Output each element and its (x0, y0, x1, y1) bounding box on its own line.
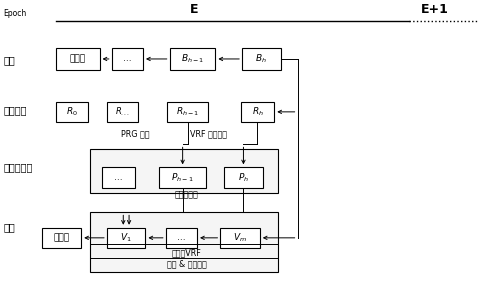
Text: ...: ... (114, 173, 123, 182)
Bar (166, 228, 197, 248)
Text: $R_{h-1}$: $R_{h-1}$ (176, 106, 199, 118)
Text: $B_h$: $B_h$ (256, 53, 267, 65)
Text: $P_h$: $P_h$ (238, 172, 249, 184)
Text: 全网重节点: 全网重节点 (3, 162, 32, 172)
Text: 块链: 块链 (3, 55, 15, 65)
Text: $R_h$: $R_h$ (252, 106, 263, 118)
Text: 组链: 组链 (3, 222, 15, 232)
Text: E: E (190, 3, 198, 16)
Text: $B_{h-1}$: $B_{h-1}$ (181, 53, 204, 65)
Bar (112, 48, 143, 70)
Bar (42, 228, 81, 248)
Text: VRF 随机分组: VRF 随机分组 (190, 130, 227, 139)
Text: 定向组广播: 定向组广播 (175, 191, 198, 200)
Bar (169, 48, 215, 70)
Bar (242, 48, 281, 70)
Bar (56, 48, 100, 70)
Text: $R_{...}$: $R_{...}$ (115, 106, 130, 118)
Text: E+1: E+1 (421, 3, 449, 16)
Text: $R_0$: $R_0$ (66, 106, 78, 118)
Bar (224, 167, 263, 188)
Bar (56, 102, 88, 122)
Bar (167, 102, 208, 122)
Bar (107, 228, 146, 248)
Bar (220, 228, 260, 248)
Bar (159, 167, 206, 188)
Text: 创世组: 创世组 (53, 233, 70, 242)
Text: $V_1$: $V_1$ (121, 231, 132, 244)
Text: 随机数列: 随机数列 (3, 106, 27, 116)
Text: Epoch: Epoch (3, 9, 26, 18)
Text: ...: ... (177, 233, 186, 242)
Bar (107, 102, 138, 122)
Text: PRG 选组: PRG 选组 (121, 130, 149, 139)
Bar (90, 149, 278, 193)
Bar (102, 167, 135, 188)
Text: $V_m$: $V_m$ (233, 231, 247, 244)
Text: $P_{h-1}$: $P_{h-1}$ (171, 172, 194, 184)
Text: 验证 & 门限签名: 验证 & 门限签名 (166, 259, 206, 268)
Text: 组协作VRF: 组协作VRF (172, 249, 201, 258)
Bar (90, 212, 278, 272)
Text: ...: ... (123, 54, 132, 64)
Bar (241, 102, 274, 122)
Text: 创世块: 创世块 (70, 54, 86, 64)
